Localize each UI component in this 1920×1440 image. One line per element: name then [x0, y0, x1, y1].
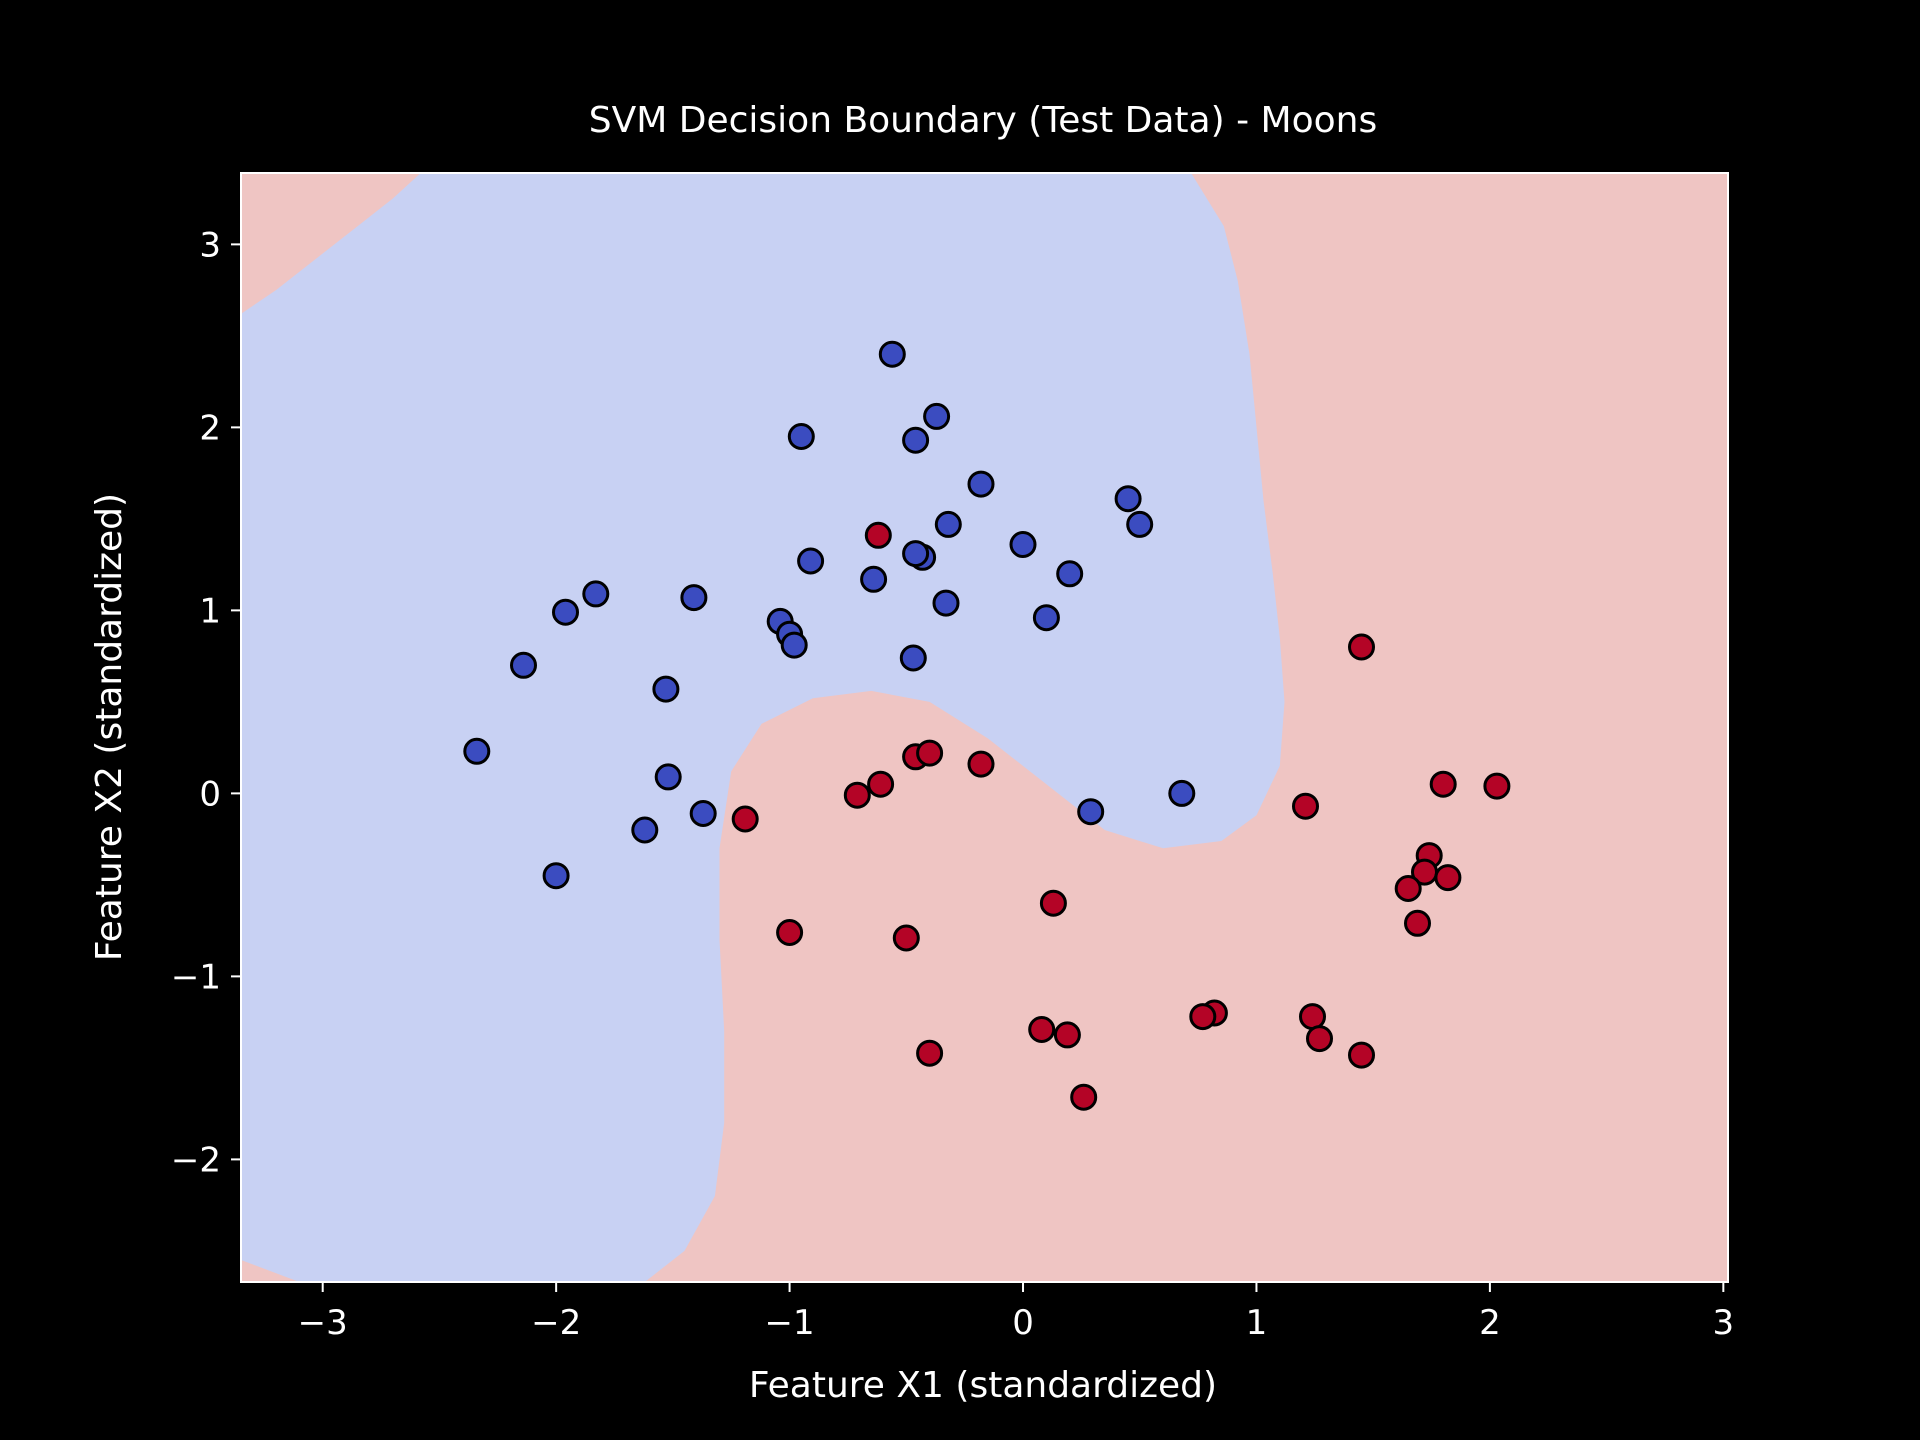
data-point-class-1 [1070, 1083, 1098, 1111]
data-point-class-0 [932, 589, 960, 617]
data-point-class-0 [689, 800, 717, 827]
data-point-class-0 [1009, 531, 1037, 558]
x-axis-label: Feature X1 (standardized) [749, 1365, 1217, 1406]
data-point-class-0 [552, 598, 579, 626]
y-tick-label: 3 [199, 225, 221, 265]
data-point-class-0 [902, 540, 930, 568]
data-point-class-1 [843, 781, 871, 809]
data-point-class-0 [680, 584, 708, 612]
y-tick-label: 2 [199, 408, 221, 448]
data-point-class-0 [652, 675, 680, 703]
chart-title: SVM Decision Boundary (Test Data) - Moon… [589, 100, 1377, 141]
data-point-class-0 [787, 423, 815, 450]
x-tick-label: 2 [1479, 1303, 1501, 1343]
data-point-class-1 [776, 919, 804, 946]
x-tick-label: −1 [765, 1303, 815, 1343]
plot-frame [240, 172, 1729, 1283]
y-tick-label: −2 [171, 1140, 221, 1180]
data-point-class-0 [510, 651, 537, 679]
plot-area [241, 173, 1728, 1282]
data-point-class-0 [923, 402, 951, 430]
data-point-class-0 [1114, 485, 1142, 513]
data-point-class-1 [1028, 1016, 1056, 1043]
data-point-class-0 [878, 340, 906, 368]
data-point-class-1 [916, 1039, 944, 1067]
x-tick-label: 3 [1713, 1303, 1735, 1343]
data-point-class-0 [463, 737, 491, 765]
data-point-class-1 [1429, 770, 1457, 798]
scatter-points [463, 340, 1511, 1111]
data-point-class-0 [934, 510, 962, 538]
y-axis-label: Feature X2 (standardized) [89, 493, 130, 961]
data-point-class-1 [1348, 633, 1375, 661]
data-point-class-1 [731, 805, 759, 833]
data-point-class-1 [1394, 875, 1422, 902]
data-point-class-0 [1056, 560, 1084, 588]
data-point-class-1 [1483, 772, 1511, 800]
data-point-class-1 [967, 750, 995, 778]
data-point-class-0 [631, 816, 659, 844]
data-point-class-1 [916, 739, 944, 767]
data-point-class-0 [902, 426, 930, 454]
data-point-class-0 [967, 470, 995, 498]
data-point-class-0 [1168, 779, 1196, 807]
data-point-class-1 [1053, 1021, 1081, 1049]
x-tick-label: 1 [1246, 1303, 1268, 1343]
data-point-class-0 [1126, 510, 1154, 538]
data-point-class-0 [797, 547, 825, 575]
data-point-class-1 [867, 770, 895, 798]
x-tick-label: −3 [298, 1303, 348, 1343]
y-tick-label: 0 [199, 774, 221, 814]
data-point-class-0 [899, 644, 927, 672]
data-point-class-1 [892, 924, 920, 952]
data-point-class-1 [1039, 889, 1067, 917]
decision-region-class-0 [241, 173, 1285, 1282]
data-point-class-1 [1348, 1041, 1375, 1069]
axis-ticks: −3 −2 −1 0 1 2 3 −2 −1 0 1 2 3 [171, 225, 1734, 1343]
data-point-class-1 [1434, 864, 1462, 892]
data-point-class-0 [1077, 798, 1105, 826]
data-point-class-0 [1032, 604, 1060, 632]
data-point-class-0 [860, 565, 888, 593]
data-point-class-1 [864, 521, 892, 549]
y-tick-label: 1 [199, 591, 221, 631]
data-point-class-1 [1292, 792, 1319, 820]
data-point-class-0 [654, 763, 682, 791]
y-tick-label: −1 [171, 957, 221, 997]
x-tick-label: 0 [1012, 1303, 1034, 1343]
data-point-class-0 [542, 862, 570, 890]
data-point-class-1 [1306, 1025, 1333, 1053]
data-point-class-1 [1299, 1003, 1326, 1031]
data-point-class-0 [780, 631, 808, 659]
data-point-class-0 [582, 580, 610, 608]
data-point-class-1 [1189, 1003, 1217, 1031]
x-tick-label: −2 [531, 1303, 581, 1343]
data-point-class-1 [1404, 909, 1431, 937]
